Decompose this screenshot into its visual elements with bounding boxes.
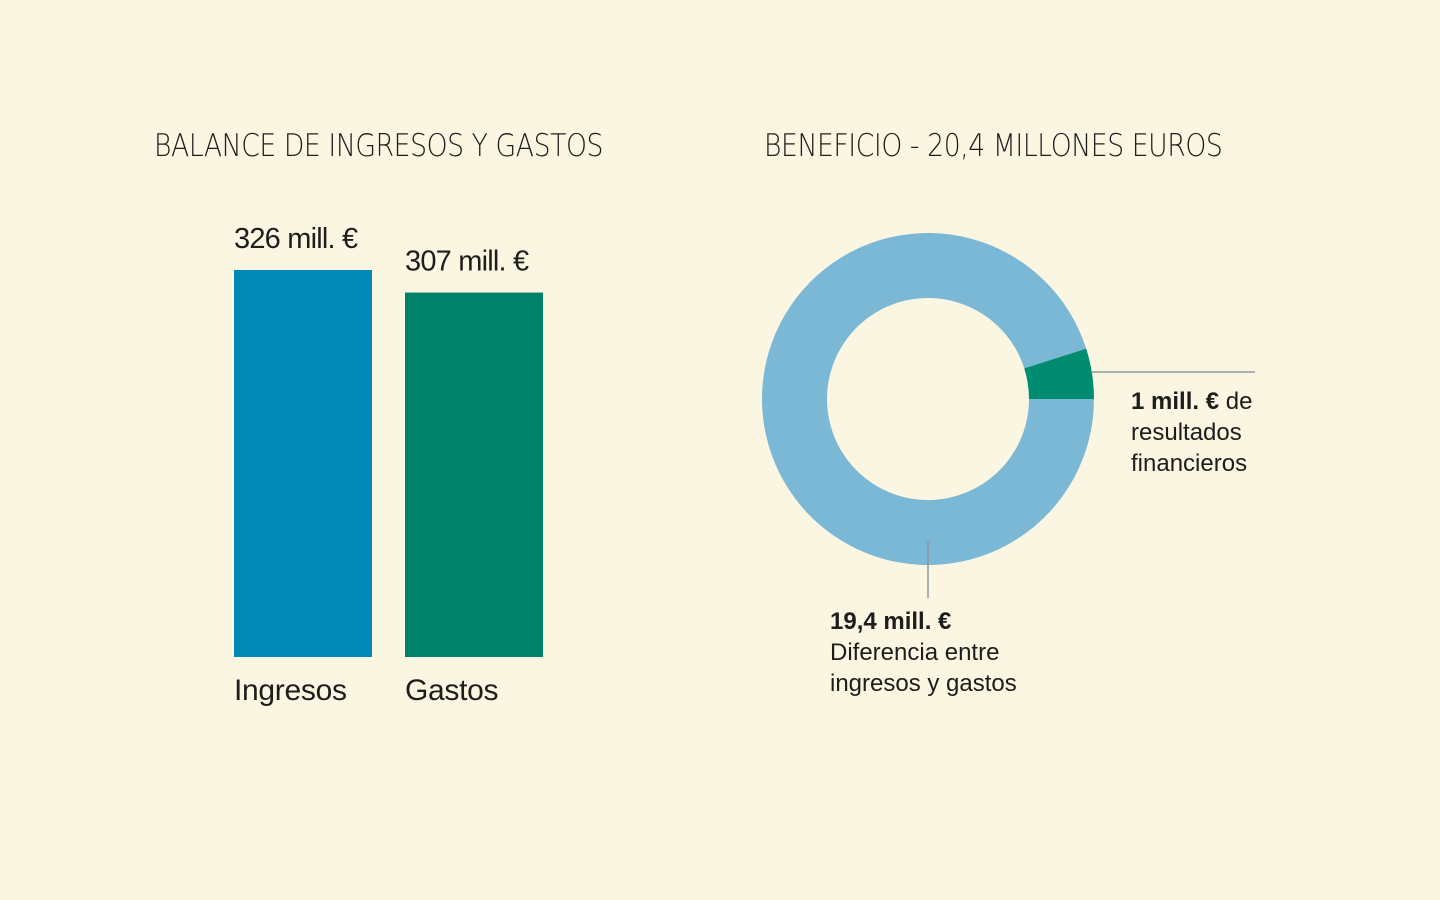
bar-value-label-gastos: 307 mill. €	[405, 246, 529, 278]
bar-chart-title: BALANCE DE INGRESOS Y GASTOS	[154, 128, 604, 164]
bar-category-label-gastos: Gastos	[405, 674, 498, 707]
financial-results-value: 1 mill. €	[1131, 388, 1220, 415]
income-expense-difference-line-1: Diferencia entre	[830, 639, 1000, 666]
donut-chart-title: BENEFICIO - 20,4 MILLONES EUROS	[764, 128, 1223, 164]
bar-value-label-ingresos: 326 mill. €	[234, 223, 358, 255]
bar-chart: 326 mill. € Ingresos 307 mill. € Gastos	[234, 223, 543, 707]
income-expense-difference-value: 19,4 mill. €	[830, 608, 952, 635]
financial-results-line-1: resultados	[1131, 419, 1242, 446]
bar-category-label-ingresos: Ingresos	[234, 674, 347, 707]
donut-slice-resultados-financieros	[1024, 348, 1094, 399]
donut-chart	[761, 233, 1255, 598]
donut-slice-diferencia-ingresos-gastos	[761, 233, 1094, 566]
bar-ingresos	[234, 270, 372, 657]
financial-results-suffix: de	[1219, 388, 1253, 415]
income-expense-difference-annotation: 19,4 mill. € Diferencia entre ingresos y…	[830, 606, 1017, 699]
income-expense-difference-line-2: ingresos y gastos	[830, 670, 1017, 697]
bar-gastos	[405, 292, 543, 657]
financial-results-annotation: 1 mill. € de resultados financieros	[1131, 386, 1252, 479]
financial-results-line-2: financieros	[1131, 450, 1248, 477]
